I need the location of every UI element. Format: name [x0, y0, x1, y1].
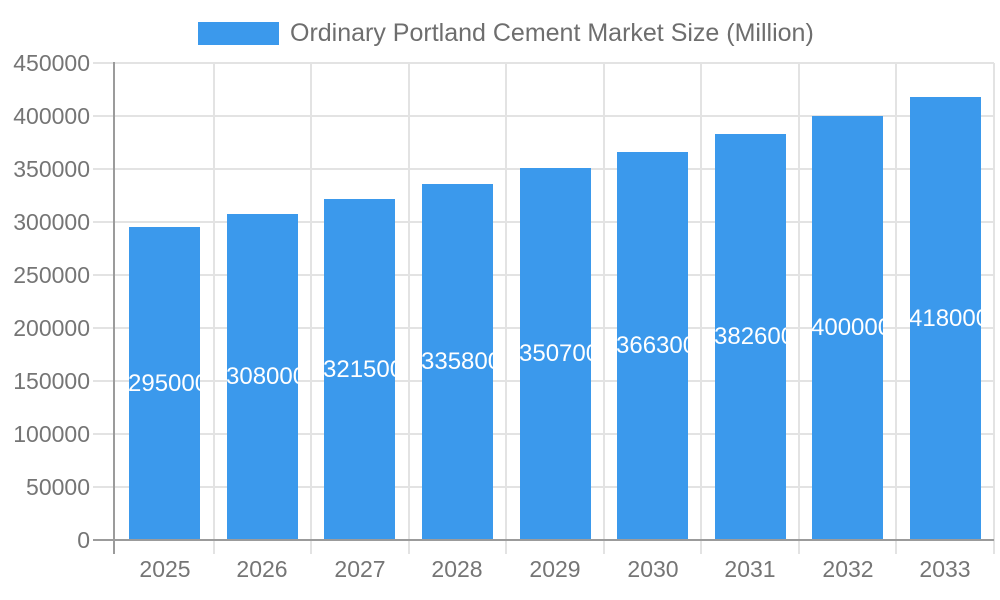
bar-2026[interactable]: 308000 — [227, 214, 298, 540]
y-axis-tick-label: 300000 — [13, 209, 90, 235]
x-gridline — [310, 63, 313, 554]
bar-value-label: 321500 — [324, 355, 395, 383]
bar-2025[interactable]: 295000 — [129, 227, 200, 540]
bar-2032[interactable]: 400000 — [812, 116, 883, 540]
y-gridline — [93, 115, 994, 117]
bar-2030[interactable]: 366300 — [617, 152, 688, 540]
x-axis-tick-label: 2026 — [236, 556, 288, 582]
x-gridline — [797, 63, 800, 554]
y-axis-line — [113, 62, 115, 554]
x-gridline — [407, 63, 410, 554]
y-axis-tick-label: 50000 — [26, 474, 90, 500]
y-axis-tick-label: 100000 — [13, 421, 90, 447]
bar-value-label: 418000 — [910, 304, 981, 332]
y-gridline — [93, 62, 994, 64]
x-axis-tick-label: 2033 — [919, 556, 971, 582]
x-gridline — [212, 63, 215, 554]
bar-value-label: 308000 — [227, 363, 298, 390]
x-gridline — [993, 63, 995, 554]
bar-2029[interactable]: 350700 — [520, 168, 591, 540]
x-axis-tick-label: 2028 — [431, 556, 483, 582]
bar-2033[interactable]: 418000 — [910, 97, 981, 540]
y-axis-tick-label: 250000 — [13, 262, 90, 288]
x-axis-tick-label: 2029 — [529, 556, 581, 582]
bar-2031[interactable]: 382600 — [715, 134, 786, 540]
bar-value-label: 350700 — [520, 340, 591, 367]
x-axis-line — [93, 539, 994, 541]
y-axis-tick-label: 450000 — [13, 50, 90, 76]
y-axis-tick-label: 350000 — [13, 156, 90, 182]
y-axis-tick-label: 400000 — [13, 103, 90, 129]
y-axis-tick-label: 150000 — [13, 368, 90, 394]
y-axis-tick-label: 200000 — [13, 315, 90, 341]
x-axis-tick-label: 2027 — [334, 556, 386, 582]
bar-value-label: 400000 — [812, 314, 883, 341]
x-gridline — [505, 63, 508, 554]
bar-value-label: 382600 — [715, 323, 786, 350]
legend-item[interactable]: Ordinary Portland Cement Market Size (Mi… — [198, 19, 814, 48]
x-axis-tick-label: 2031 — [724, 556, 776, 582]
x-gridline — [602, 63, 605, 554]
x-axis-tick-label: 2030 — [627, 556, 679, 582]
y-axis-tick-label: 0 — [77, 527, 90, 553]
bar-value-label: 366300 — [617, 332, 688, 359]
legend-label: Ordinary Portland Cement Market Size (Mi… — [290, 19, 814, 47]
bar-value-label: 295000 — [129, 369, 200, 397]
x-axis-tick-label: 2032 — [822, 556, 874, 582]
x-gridline — [700, 63, 703, 554]
bar-2028[interactable]: 335800 — [422, 184, 493, 540]
bar-value-label: 335800 — [422, 348, 493, 375]
x-gridline — [895, 63, 898, 554]
x-axis-tick-label: 2025 — [139, 556, 191, 582]
bar-2027[interactable]: 321500 — [324, 199, 395, 540]
legend-color-swatch — [198, 22, 279, 46]
